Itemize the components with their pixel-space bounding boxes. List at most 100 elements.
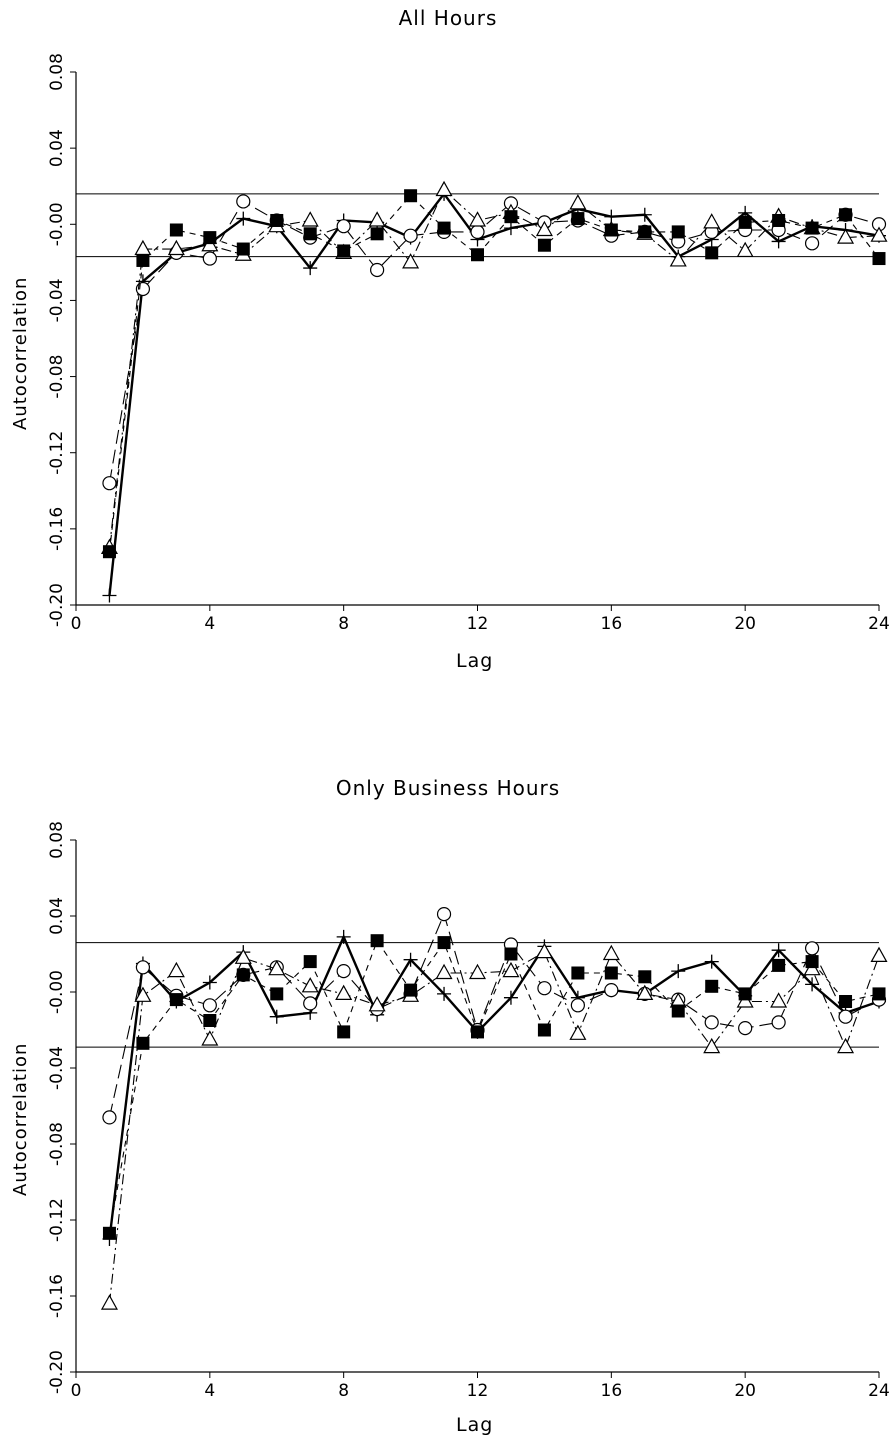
series-line (108, 200, 880, 484)
data-point-circle (202, 998, 217, 1013)
data-point-square (203, 1014, 217, 1027)
data-point-square (604, 223, 618, 237)
data-point-square (537, 238, 551, 252)
data-point-square (404, 983, 418, 997)
x-tick-label: 16 (601, 614, 623, 634)
y-tick-label: -0.12 (47, 431, 67, 475)
data-point-square (839, 995, 853, 1008)
y-tick-label: -0.20 (47, 583, 67, 627)
data-point-triangle (703, 1037, 721, 1054)
data-point-square (571, 212, 585, 226)
data-point-square (337, 244, 351, 258)
data-point-triangle (502, 961, 520, 978)
data-point-plus (503, 990, 518, 1005)
x-axis-label: Lag (456, 650, 494, 672)
y-tick-label: -0.08 (47, 355, 67, 399)
data-point-circle (470, 224, 485, 239)
x-tick-label: 12 (467, 1381, 489, 1401)
data-point-circle (403, 228, 418, 243)
data-point-plus (269, 1009, 284, 1024)
data-point-square (738, 987, 752, 1001)
data-point-circle (102, 476, 117, 491)
data-point-square (504, 947, 518, 961)
data-point-circle (838, 1009, 853, 1024)
series-line (108, 933, 880, 1240)
data-point-triangle (134, 239, 152, 256)
x-axis-label: Lag (456, 1414, 494, 1436)
x-tick-label: 16 (601, 1381, 623, 1401)
series-line (108, 951, 880, 1304)
y-tick-label: -0.20 (47, 1350, 67, 1394)
chart-title: All Hours (398, 6, 498, 30)
data-point-square (805, 221, 819, 235)
data-point-square (203, 231, 217, 245)
y-tick-label: 0.08 (47, 821, 67, 859)
data-point-plus (202, 975, 217, 990)
data-point-square (337, 1025, 351, 1039)
chart-plot: 0 4 8 12 16 20 24 -0.20 -0.16 -0.12 -0.08 -0.04 -0.0… (47, 821, 890, 1401)
x-tick-label: 0 (71, 614, 82, 634)
data-point-plus (637, 207, 652, 222)
data-point-triangle (636, 984, 654, 1000)
data-point-square (604, 966, 618, 980)
data-point-circle (236, 194, 251, 209)
data-point-triangle (402, 253, 420, 269)
data-point-triangle (167, 961, 185, 978)
data-point-circle (604, 983, 619, 998)
y-tick-label: -0.16 (47, 507, 67, 551)
data-point-square (537, 1023, 551, 1037)
data-point-triangle (569, 194, 587, 210)
y-tick-label: 0.04 (47, 129, 67, 167)
data-point-triangle (870, 226, 888, 242)
data-point-square (638, 225, 652, 239)
data-point-triangle (234, 948, 252, 964)
y-axis-label: Autocorrelation (10, 276, 31, 430)
y-tick-label: -0.08 (47, 1122, 67, 1166)
y-tick-label: -0.12 (47, 1198, 67, 1242)
data-point-triangle (368, 211, 386, 227)
data-point-square (671, 225, 685, 239)
data-point-circle (135, 960, 151, 975)
series-line (108, 939, 880, 1234)
data-point-triangle (301, 211, 319, 227)
data-point-circle (336, 219, 351, 234)
series-square (102, 189, 886, 559)
series-plus (102, 929, 886, 1246)
x-tick-label: 20 (734, 1381, 756, 1401)
x-tick-label: 24 (868, 1381, 890, 1401)
data-point-circle (436, 907, 452, 922)
data-point-square (437, 221, 451, 235)
data-point-plus (437, 986, 452, 1001)
data-point-circle (704, 1015, 719, 1030)
data-point-square (705, 246, 719, 260)
data-point-square (270, 213, 284, 227)
data-point-square (102, 545, 116, 559)
x-tick-label: 8 (338, 614, 349, 634)
data-point-circle (370, 262, 385, 278)
data-point-circle (804, 236, 820, 251)
chart-title: Only Business Hours (335, 776, 561, 800)
data-point-triangle (535, 942, 553, 959)
data-point-triangle (335, 984, 353, 1000)
data-point-square (772, 213, 786, 227)
data-point-plus (336, 929, 351, 944)
series-triangle (100, 180, 888, 554)
data-point-circle (771, 1015, 786, 1030)
data-point-square (805, 955, 819, 969)
data-point-square (571, 966, 585, 980)
series-circle (102, 194, 887, 491)
data-point-triangle (870, 946, 888, 962)
chart-plot: 0 4 8 12 16 20 24 -0.20 -0.16 -0.12 -0.08 -0.04 -0.0… (47, 53, 890, 634)
series-triangle (100, 942, 888, 1310)
data-point-triangle (837, 228, 855, 244)
data-point-circle (102, 1110, 117, 1125)
y-tick-label: -0.04 (47, 1046, 67, 1090)
data-point-circle (303, 996, 318, 1011)
data-point-plus (704, 954, 719, 969)
data-point-square (671, 1004, 685, 1018)
data-point-plus (303, 261, 318, 276)
data-point-square (839, 208, 853, 222)
data-point-square (270, 987, 284, 1001)
chart-all-hours: All Hours 0 4 8 12 16 20 24 -0.20 -0.16 -0.12 -0.0… (0, 0, 896, 700)
data-point-square (370, 227, 384, 241)
